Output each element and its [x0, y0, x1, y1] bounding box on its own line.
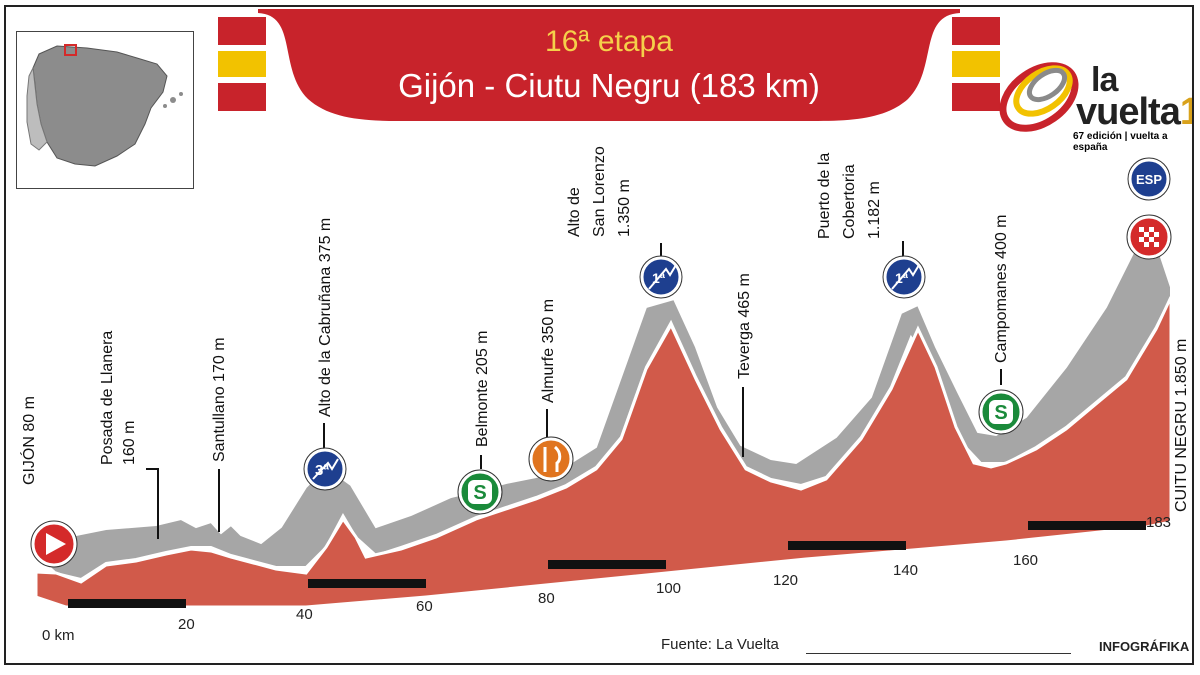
label-santullano: Santullano 170 m [211, 337, 228, 462]
special-category-climb-icon: ESP [1127, 157, 1171, 201]
km-label-160: 160 [1013, 552, 1038, 569]
svg-text:1ª: 1ª [652, 270, 666, 286]
label-teverga: Teverga 465 m [736, 273, 753, 379]
label-cobertoria-line3: 1.182 m [866, 181, 883, 239]
label-campomanes: Campomanes 400 m [993, 214, 1010, 363]
spain-map-icon [26, 44, 183, 167]
region-marker [64, 44, 77, 56]
svg-text:1ª: 1ª [895, 270, 909, 286]
elevation-profile: 0 km 20 40 60 80 100 120 140 160 183 GIJ… [19, 146, 1190, 644]
label-cobertoria-line1: Puerto de la [816, 153, 833, 239]
label-posada-line2: 160 m [121, 421, 138, 465]
profile-front [34, 296, 1173, 609]
km-label-120: 120 [773, 572, 798, 589]
km-label-100: 100 [656, 580, 681, 597]
logo-word-vuelta: vuelta12 [1076, 91, 1192, 133]
km-label-140: 140 [893, 562, 918, 579]
finish-flag-icon [1126, 214, 1172, 260]
svg-text:S: S [473, 482, 486, 504]
km-label-40: 40 [296, 606, 313, 623]
label-cuitu-negru: CUITU NEGRU 1.850 m [1173, 339, 1190, 512]
stage-banner [218, 9, 1000, 121]
stage-route: Gijón - Ciutu Negru (183 km) [398, 67, 820, 104]
stage-number: 16ª etapa [545, 25, 673, 58]
footer-source: Fuente: La Vuelta [661, 636, 779, 653]
svg-text:S: S [994, 402, 1007, 424]
third-category-climb-icon: 3ª [303, 447, 347, 491]
km-label-20: 20 [178, 616, 195, 633]
km-label-80: 80 [538, 590, 555, 607]
feed-zone-icon [528, 436, 574, 482]
km-label-0: 0 km [42, 627, 75, 644]
label-almurfe: Almurfe 350 m [540, 299, 557, 403]
label-posada-line1: Posada de Llanera [99, 331, 116, 465]
svg-text:3ª: 3ª [315, 462, 329, 479]
logo-subtitle: 67 edición | vuelta a españa [1073, 131, 1168, 153]
footer-divider [806, 653, 1071, 654]
label-cobertoria-line2: Cobertoria [841, 164, 858, 239]
first-category-climb-icon-san-lorenzo: 1ª [639, 255, 683, 299]
footer-credit: INFOGRÁFIKA [1099, 639, 1190, 654]
stage-profile-infographic: 16ª etapa Gijón - Ciutu Negru (183 km) l… [4, 5, 1194, 665]
first-category-climb-icon-cobertoria: 1ª [882, 255, 926, 299]
km-label-60: 60 [416, 598, 433, 615]
location-map [16, 31, 194, 189]
distance-scale [68, 521, 1146, 608]
km-label-183: 183 [1146, 514, 1171, 531]
label-san-lorenzo-line1: Alto de [566, 187, 583, 237]
label-belmonte: Belmonte 205 m [474, 330, 491, 447]
sprint-icon-belmonte: S [457, 469, 503, 515]
start-flag-icon [30, 520, 78, 568]
sprint-icon-campomanes: S [978, 389, 1024, 435]
la-vuelta-logo: la vuelta12 67 edición | vuelta a españa [991, 39, 1192, 153]
label-san-lorenzo-line3: 1.350 m [616, 179, 633, 237]
vuelta-swirl-icon [999, 62, 1079, 132]
label-san-lorenzo-line2: San Lorenzo [591, 146, 608, 237]
svg-text:ESP: ESP [1136, 172, 1162, 187]
label-gijon: GIJÓN 80 m [19, 396, 38, 485]
label-cabrunana: Alto de la Cabruñana 375 m [317, 218, 334, 417]
logo-word-la: la [1091, 61, 1118, 99]
